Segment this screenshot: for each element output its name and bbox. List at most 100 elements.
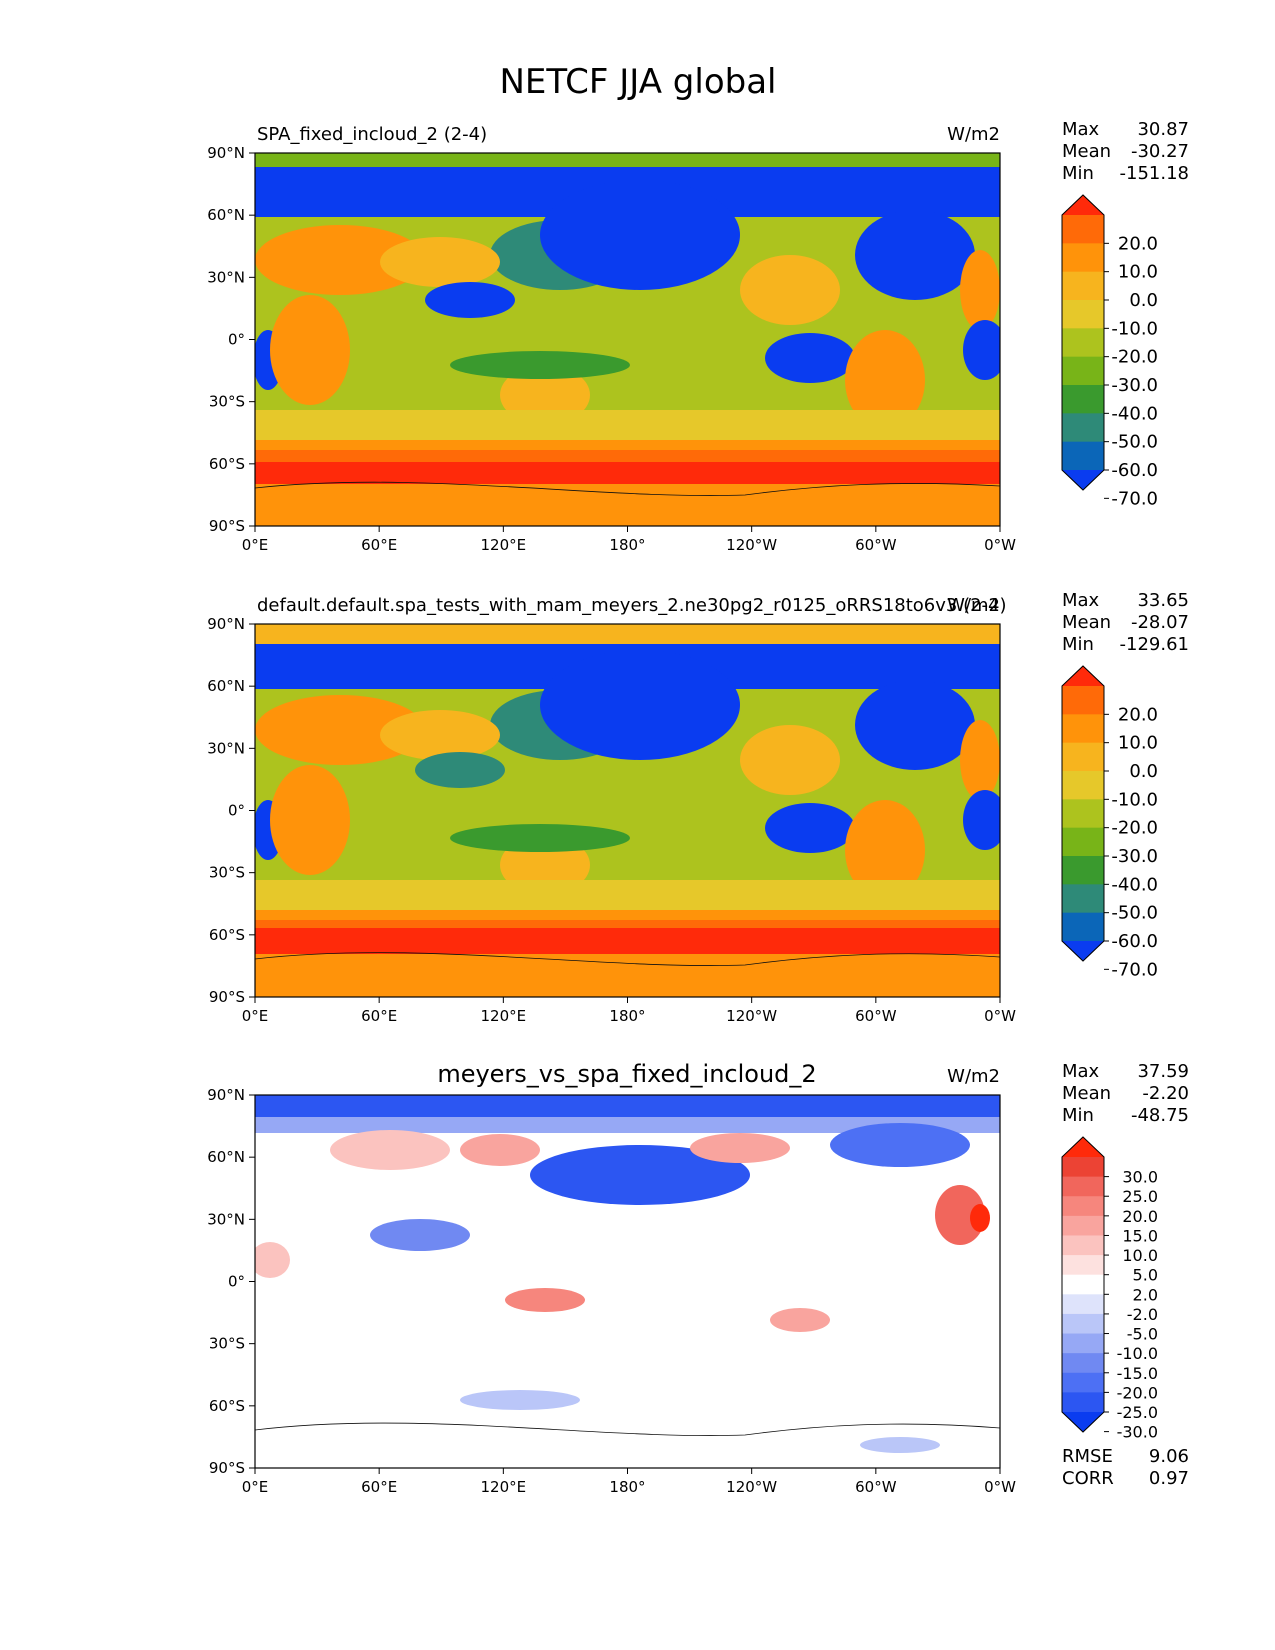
panel-2: 0°E 60°E 120°E 180° 120°W 60°W 0°W 90°N 60°N 30°N… — [207, 590, 1189, 1025]
colorbar-tick-label: -60.0 — [1111, 931, 1158, 952]
panel-2-max-label: Max — [1062, 590, 1100, 611]
panel-1-north-atlantic-cloud — [855, 210, 975, 300]
colorbar-tick-label: 10.0 — [1118, 733, 1158, 754]
panel-1-colorbar: 20.0 10.0 0.0 -10.0 -20.0 -30.0 -40.0 -50.0 -60.… — [1061, 194, 1158, 509]
colorbar-segment — [1062, 1333, 1104, 1354]
colorbar-segment — [1062, 799, 1104, 829]
panel-1-north-america-warm — [740, 255, 840, 325]
panel-2-southern-ocean-band-a — [255, 920, 1000, 928]
colorbar-tick-label: 10.0 — [1118, 262, 1158, 283]
rmse-value: 9.06 — [1149, 1446, 1189, 1467]
panel-1-max-label: Max — [1062, 119, 1100, 140]
panel-1-india-cloud — [425, 282, 515, 318]
colorbar-segment — [1062, 1392, 1104, 1413]
panel-2-north-pacific-cloud — [540, 650, 740, 760]
panel-3-west-edge-positive — [255, 1242, 290, 1278]
colorbar-tick-label: -50.0 — [1111, 903, 1158, 924]
colorbar-segment — [1062, 1313, 1104, 1335]
colorbar-segment — [1062, 271, 1104, 301]
colorbar-tick-label: -50.0 — [1111, 432, 1158, 453]
panel-3-colorbar: 30.025.020.015.010.05.02.0-2.0-5.0-10.0-… — [1061, 1136, 1158, 1442]
x-tick-label: 0°E — [242, 1478, 269, 1496]
colorbar-tick-label: 25.0 — [1122, 1187, 1158, 1206]
x-tick-label: 120°E — [481, 1478, 527, 1496]
panel-2-antarctic-coastline — [255, 952, 1000, 966]
x-tick-label: 0°E — [242, 1007, 269, 1025]
panel-1-africa-warm — [270, 295, 350, 405]
panel-2-units: W/m2 — [947, 595, 1000, 616]
colorbar-tick-label: -20.0 — [1111, 347, 1158, 368]
colorbar-tick-label: -15.0 — [1117, 1364, 1158, 1383]
y-tick-label: 90°N — [207, 1086, 245, 1104]
colorbar-segment — [1062, 1372, 1104, 1393]
colorbar-extend-max — [1062, 195, 1104, 215]
x-tick-label: 0°E — [242, 536, 269, 554]
y-tick-label: 60°N — [207, 1148, 245, 1166]
colorbar-tick-label: -70.0 — [1111, 488, 1158, 509]
colorbar-extend-min — [1062, 941, 1104, 961]
panel-2-north-africa-warm — [255, 695, 425, 765]
x-tick-label: 60°W — [855, 1478, 897, 1496]
colorbar-tick-label: -70.0 — [1111, 959, 1158, 980]
y-tick-label: 60°S — [209, 455, 245, 473]
panel-3-pacific-positive — [690, 1133, 790, 1163]
rmse-label: RMSE — [1062, 1446, 1113, 1467]
panel-2-title: default.default.spa_tests_with_mam_meyer… — [257, 595, 1007, 616]
x-tick-label: 120°W — [726, 1478, 777, 1496]
colorbar-tick-label: -10.0 — [1117, 1344, 1158, 1363]
panel-1-max-value: 30.87 — [1137, 119, 1189, 140]
colorbar-tick-label: -40.0 — [1111, 403, 1158, 424]
x-tick-label: 60°E — [361, 536, 397, 554]
x-tick-label: 180° — [609, 536, 645, 554]
colorbar-tick-label: -25.0 — [1117, 1403, 1158, 1422]
panel-3-atlantic-negative — [830, 1123, 970, 1167]
colorbar-segment — [1062, 827, 1104, 857]
y-tick-label: 60°S — [209, 1397, 245, 1415]
y-tick-label: 90°S — [209, 517, 245, 535]
panel-2-india-cloud — [415, 752, 505, 788]
panel-2-arctic-band — [255, 624, 1000, 644]
colorbar-tick-label: 0.0 — [1129, 290, 1158, 311]
x-tick-label: 120°W — [726, 536, 777, 554]
panel-3-north-band — [255, 1117, 1000, 1133]
panel-2-stats: Max 33.65 Mean -28.07 Min -129.61 — [1062, 590, 1189, 655]
colorbar-tick-label: -10.0 — [1111, 318, 1158, 339]
y-tick-label: 90°S — [209, 1459, 245, 1477]
x-tick-label: 60°W — [855, 536, 897, 554]
panel-3-min-value: -48.75 — [1131, 1105, 1189, 1126]
panel-1: 0°E 60°E 120°E 180° 120°W 60°W 0°W 90°N 60°N 30°N… — [207, 119, 1189, 554]
colorbar-segment — [1062, 243, 1104, 273]
figure-title: NETCF JJA global — [499, 62, 776, 102]
colorbar-extend-max — [1062, 1137, 1104, 1157]
colorbar-tick-label: -5.0 — [1127, 1325, 1158, 1344]
panel-1-arabia-warm — [380, 237, 500, 287]
colorbar-tick-label: 30.0 — [1122, 1168, 1158, 1187]
panel-2-southern-midlat-band — [255, 880, 1000, 910]
panel-2-south-america-warm — [845, 800, 925, 900]
panel-1-southern-ocean-band-a — [255, 450, 1000, 462]
panel-1-title: SPA_fixed_incloud_2 (2-4) — [257, 124, 487, 145]
colorbar-segment — [1062, 742, 1104, 772]
panel-1-europe-edge-warm — [960, 250, 1000, 330]
panel-1-map — [255, 153, 1000, 526]
y-tick-label: 30°N — [207, 268, 245, 286]
panel-3-ticks: 0°E 60°E 120°E 180° 120°W 60°W 0°W 90°N 60°N 30°N… — [207, 1086, 1016, 1496]
panel-3-title: meyers_vs_spa_fixed_incloud_2 — [437, 1060, 816, 1088]
y-tick-label: 60°S — [209, 926, 245, 944]
colorbar-tick-label: -30.0 — [1111, 846, 1158, 867]
panel-3-pacific-negative — [530, 1145, 750, 1205]
x-tick-label: 120°E — [481, 536, 527, 554]
x-tick-label: 60°E — [361, 1478, 397, 1496]
colorbar-segment — [1062, 1235, 1104, 1256]
colorbar-segment — [1062, 1353, 1104, 1374]
panel-3-mean-value: -2.20 — [1142, 1083, 1189, 1104]
colorbar-extend-min — [1062, 1412, 1104, 1432]
x-tick-label: 0°W — [984, 1478, 1016, 1496]
colorbar-segment — [1062, 714, 1104, 744]
panel-1-antarctic-band — [255, 484, 1000, 526]
y-tick-label: 30°N — [207, 739, 245, 757]
panel-1-north-pacific-cloud — [540, 180, 740, 290]
panel-2-mean-label: Mean — [1062, 612, 1111, 633]
panel-2-southern-ocean-band-b — [255, 928, 1000, 954]
